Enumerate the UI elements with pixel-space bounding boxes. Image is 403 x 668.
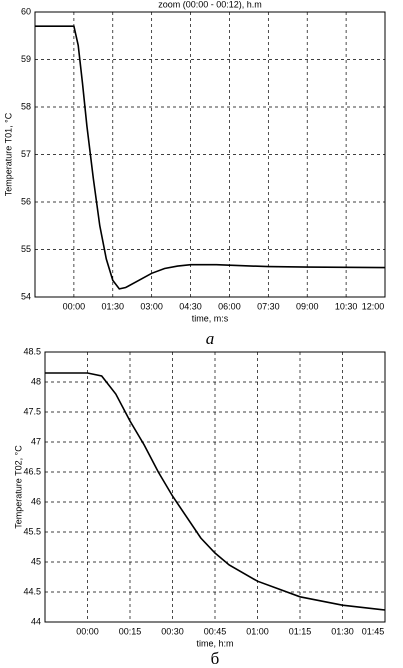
- x-tick-label: 01:30: [102, 301, 125, 311]
- y-tick-label: 56: [21, 196, 31, 206]
- data-line: [45, 372, 386, 611]
- y-tick-label: 45.5: [23, 526, 41, 536]
- plot-frame: [44, 351, 386, 623]
- x-tick-label: 00:00: [63, 301, 86, 311]
- x-tick-label: 12:00: [362, 301, 385, 311]
- y-tick-label: 58: [21, 101, 31, 111]
- caption: a: [206, 329, 215, 348]
- x-tick-label: 06:00: [218, 301, 241, 311]
- x-tick-label: 00:00: [76, 626, 99, 636]
- y-tick-label: 45: [31, 556, 41, 566]
- x-axis-label: time, m:s: [192, 313, 229, 323]
- data-line: [35, 25, 386, 290]
- x-tick-label: 03:00: [140, 301, 163, 311]
- y-tick-label: 44.5: [23, 586, 41, 596]
- y-tick-label: 55: [21, 244, 31, 254]
- y-tick-label: 60: [21, 6, 31, 16]
- y-tick-label: 47.5: [23, 406, 41, 416]
- plot-frame: [34, 11, 386, 298]
- y-tick-label: 59: [21, 54, 31, 64]
- y-tick-label: 48: [31, 376, 41, 386]
- x-tick-label: 00:30: [161, 626, 184, 636]
- x-tick-label: 09:00: [296, 301, 319, 311]
- x-tick-label: 10:30: [335, 301, 358, 311]
- y-axis-label: Temperature T01, °C: [3, 112, 13, 196]
- x-tick-label: 01:15: [289, 626, 312, 636]
- x-tick-label: 00:15: [119, 626, 142, 636]
- y-tick-label: 47: [31, 436, 41, 446]
- y-tick-label: 48.5: [23, 346, 41, 356]
- y-tick-label: 54: [21, 291, 31, 301]
- x-tick-label: 00:45: [204, 626, 227, 636]
- y-axis-label: Temperature T02, °C: [13, 445, 23, 529]
- y-tick-label: 57: [21, 149, 31, 159]
- caption: б: [211, 649, 220, 668]
- y-tick-label: 46: [31, 496, 41, 506]
- x-tick-label: 01:45: [362, 626, 385, 636]
- x-tick-label: 07:30: [257, 301, 280, 311]
- x-axis-label: time, h:m: [196, 638, 233, 648]
- x-tick-label: 04:30: [179, 301, 202, 311]
- y-tick-label: 46.5: [23, 466, 41, 476]
- x-tick-label: 01:00: [246, 626, 269, 636]
- y-tick-label: 44: [31, 616, 41, 626]
- chart-title: zoom (00:00 - 00:12), h.m: [158, 0, 262, 9]
- x-tick-label: 01:30: [331, 626, 354, 636]
